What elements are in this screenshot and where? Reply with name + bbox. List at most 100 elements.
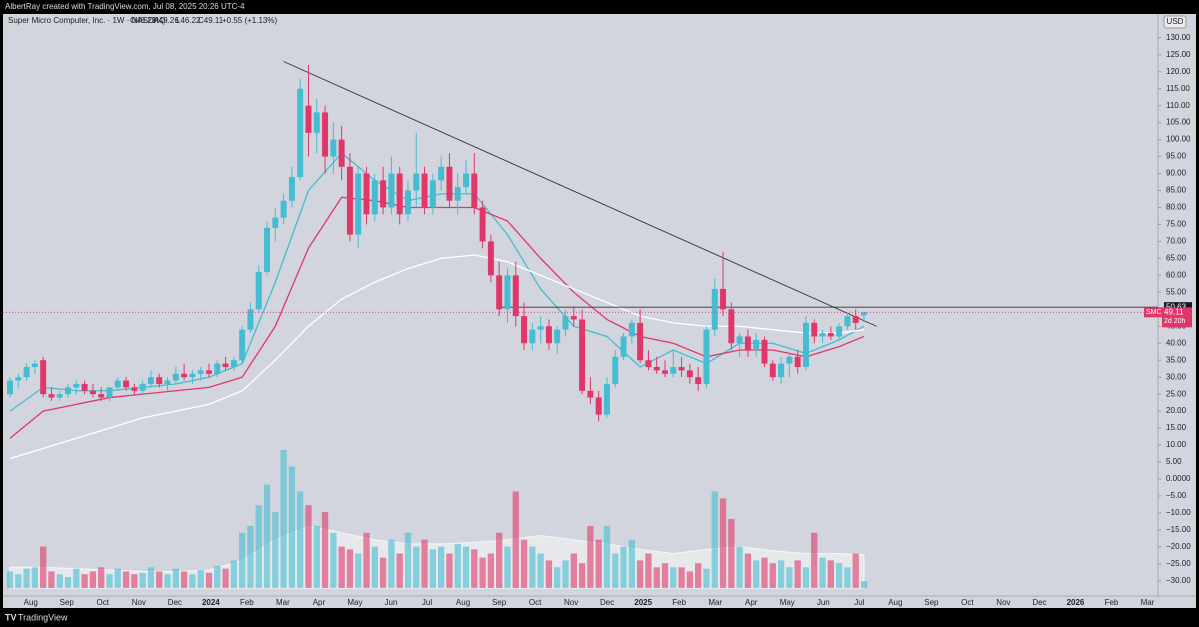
candle-body [769, 363, 776, 378]
volume-bar [214, 565, 221, 588]
currency: USD [1167, 17, 1184, 26]
candle-body [744, 336, 751, 351]
legend-change: +0.55 (+1.13%) [222, 16, 277, 25]
currency-box[interactable] [1163, 15, 1187, 29]
candle-body [380, 180, 387, 208]
candle-body [346, 166, 353, 235]
volume-bar [81, 574, 88, 588]
candle-body [479, 207, 486, 242]
trendline [283, 61, 877, 327]
candle-body [272, 217, 279, 228]
x-tick-label: Jun [385, 598, 398, 607]
y-tick-label: 90.00 [1166, 169, 1187, 178]
y-tick-label: 110.00 [1166, 101, 1190, 110]
volume-bar [197, 570, 204, 588]
candle-body [247, 309, 254, 330]
x-tick-label: Mar [1141, 598, 1155, 607]
candle-body [670, 367, 677, 374]
brand-logo: TV [5, 612, 17, 622]
volume-bar [421, 539, 428, 588]
candle-body [264, 227, 271, 272]
candle-body [836, 326, 843, 337]
candle-body [545, 326, 552, 344]
volume-bar [628, 539, 635, 588]
x-tick-label: Mar [708, 598, 722, 607]
x-tick-label: Sep [492, 598, 507, 607]
candle-body [653, 367, 660, 371]
y-tick-label: −10.00 [1166, 508, 1191, 517]
candle-body [628, 322, 635, 337]
candle-body [73, 383, 80, 388]
y-tick-label: 20.00 [1166, 406, 1187, 415]
y-tick-label: 95.00 [1166, 152, 1187, 161]
volume-bar [263, 484, 271, 588]
x-tick-label: Oct [97, 598, 110, 607]
volume-bar [180, 571, 188, 588]
candle-body [454, 187, 461, 201]
candle-body [463, 173, 470, 188]
x-tick-label: Dec [1032, 598, 1046, 607]
volume-bar [239, 532, 246, 588]
candle-body [504, 275, 511, 310]
chart-title: Super Micro Computer, Inc. · 1W · NASDAQ [8, 16, 165, 25]
candle-body [686, 370, 693, 378]
candle-body [404, 190, 411, 215]
candle-body [471, 173, 478, 208]
candle-body [678, 367, 685, 371]
volume-bar [429, 549, 437, 588]
candle-body [620, 336, 627, 357]
candle-body [363, 173, 370, 215]
volume-bar [379, 557, 387, 588]
candle-body [189, 373, 196, 378]
y-tick-label: −20.00 [1166, 542, 1191, 551]
x-tick-label: Jul [422, 598, 432, 607]
candle-body [446, 166, 453, 201]
symbol-box [1144, 307, 1162, 318]
volume-bar [496, 532, 503, 588]
y-tick-label: 5.00 [1166, 457, 1182, 466]
candle-body [164, 380, 171, 384]
volume-bar [794, 560, 801, 588]
candle-body [728, 309, 735, 344]
volume-bar [545, 560, 553, 588]
volume-bar [247, 525, 254, 588]
candle-body [811, 322, 818, 337]
x-tick-label: 2025 [634, 598, 652, 607]
candle-body [147, 377, 154, 384]
candle-body [512, 275, 519, 317]
volume-bar [661, 563, 669, 588]
x-tick-label: Apr [313, 598, 326, 607]
candle-body [156, 377, 163, 384]
y-tick-label: −15.00 [1166, 525, 1191, 534]
x-tick-label: Aug [24, 598, 38, 607]
legend-low: L46.22 [176, 16, 201, 25]
volume-bar [554, 567, 561, 588]
candle-body [330, 139, 337, 157]
volume-bar [106, 574, 113, 588]
volume-bar [462, 546, 470, 588]
candle-body [529, 329, 536, 344]
candle-body [81, 383, 88, 391]
y-tick-label: 120.00 [1166, 67, 1191, 76]
volume-bar [346, 549, 354, 588]
volume-bar [744, 553, 752, 588]
volume-bar [122, 571, 130, 588]
candle-body [214, 363, 221, 374]
candle-body [172, 373, 179, 381]
volume-bar [711, 491, 718, 588]
countdown: 2d 20h [1164, 318, 1186, 325]
candle-body [595, 397, 602, 415]
volume-bar [686, 571, 694, 588]
price-box [1162, 307, 1192, 328]
candle-body [48, 394, 55, 398]
y-tick-label: 10.00 [1166, 440, 1187, 449]
candle-body [222, 363, 229, 368]
candle-body [338, 139, 345, 167]
volume-bar [454, 543, 461, 588]
legend-open: O48.23 [130, 16, 157, 25]
volume-bar [446, 553, 453, 588]
candle-body [579, 319, 586, 391]
candle-body [844, 316, 851, 327]
y-tick-label: 35.00 [1166, 355, 1187, 364]
x-tick-label: Nov [564, 598, 578, 607]
